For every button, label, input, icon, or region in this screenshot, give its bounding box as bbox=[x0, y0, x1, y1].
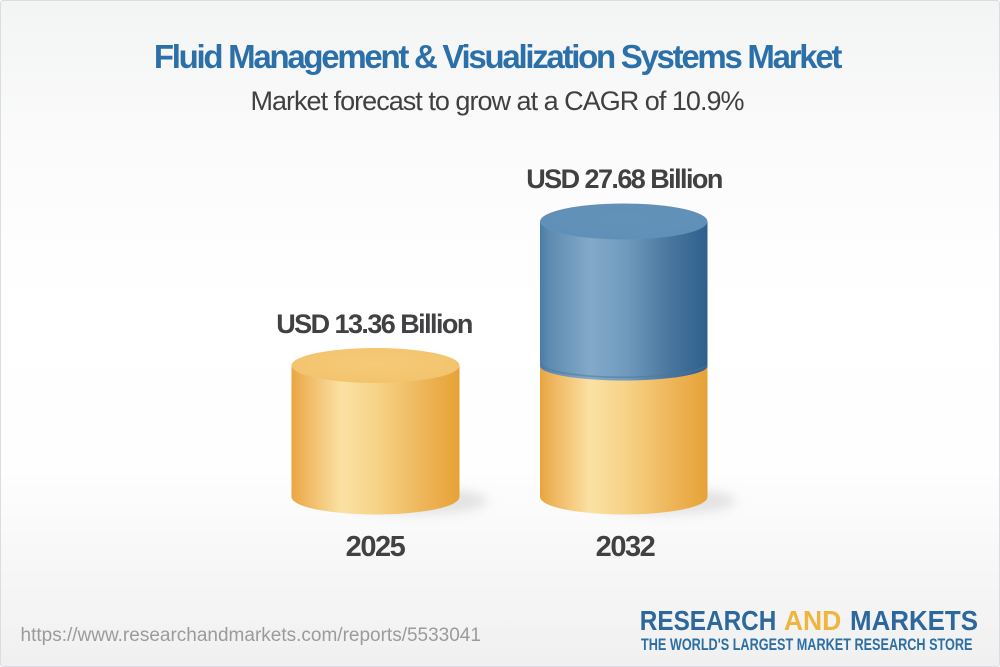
svg-text:AND: AND bbox=[784, 605, 841, 636]
svg-text:RESEARCH: RESEARCH bbox=[640, 605, 777, 636]
svg-text:MARKETS: MARKETS bbox=[850, 605, 978, 636]
svg-text:THE WORLD'S LARGEST MARKET RES: THE WORLD'S LARGEST MARKET RESEARCH STOR… bbox=[641, 635, 973, 654]
